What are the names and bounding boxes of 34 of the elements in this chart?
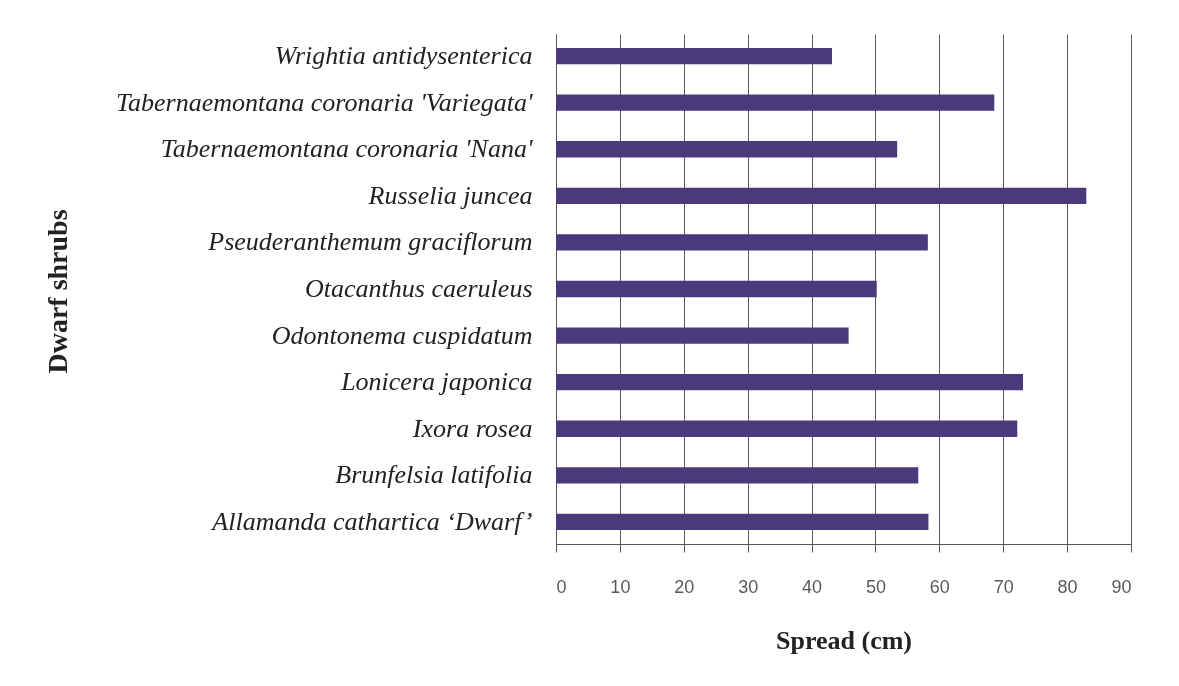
y-tick-label: Lonicera japonica xyxy=(340,367,533,397)
x-tick-label: 30 xyxy=(738,576,759,597)
bar xyxy=(556,513,929,531)
x-tick-label: 50 xyxy=(865,576,886,597)
x-tick-label: 0 xyxy=(556,576,567,597)
x-tick-label: 10 xyxy=(610,576,631,597)
y-tick-label: Russelia juncea xyxy=(367,180,533,210)
x-tick-label: 20 xyxy=(674,576,695,597)
bar xyxy=(556,141,898,158)
y-tick-label: Ixora rosea xyxy=(411,413,533,443)
bar xyxy=(556,47,832,65)
y-tick-label: Wrightia antidysenterica xyxy=(274,41,533,71)
bar xyxy=(556,374,1024,391)
x-tick-label: 40 xyxy=(802,576,823,597)
y-tick-label: Tabernaemontana coronaria 'Nana' xyxy=(160,134,533,164)
bar xyxy=(556,234,928,251)
y-tick-label: Allamanda cathartica ‘Dwarf’ xyxy=(210,506,533,536)
x-tick-label: 90 xyxy=(1111,576,1132,597)
y-tick-label: Otacanthus caeruleus xyxy=(305,274,533,303)
bar xyxy=(556,327,849,344)
bar xyxy=(556,467,919,484)
y-tick-label: Odontonema cuspidatum xyxy=(271,320,533,350)
bar xyxy=(556,280,877,298)
bar xyxy=(556,94,995,111)
x-tick-label: 60 xyxy=(929,576,950,597)
bar xyxy=(556,187,1087,204)
y-tick-label: Tabernaemontana coronaria 'Variegata' xyxy=(115,87,533,117)
bar xyxy=(556,420,1018,437)
x-axis-title: Spread (cm) xyxy=(775,625,913,655)
x-tick-label: 70 xyxy=(993,576,1014,597)
y-tick-label: Brunfelsia latifolia xyxy=(335,460,533,490)
y-tick-label: Pseuderanthemum graciflorum xyxy=(207,227,533,257)
y-axis-title: Dwarf shrubs xyxy=(41,209,73,374)
x-tick-label: 80 xyxy=(1057,576,1078,597)
